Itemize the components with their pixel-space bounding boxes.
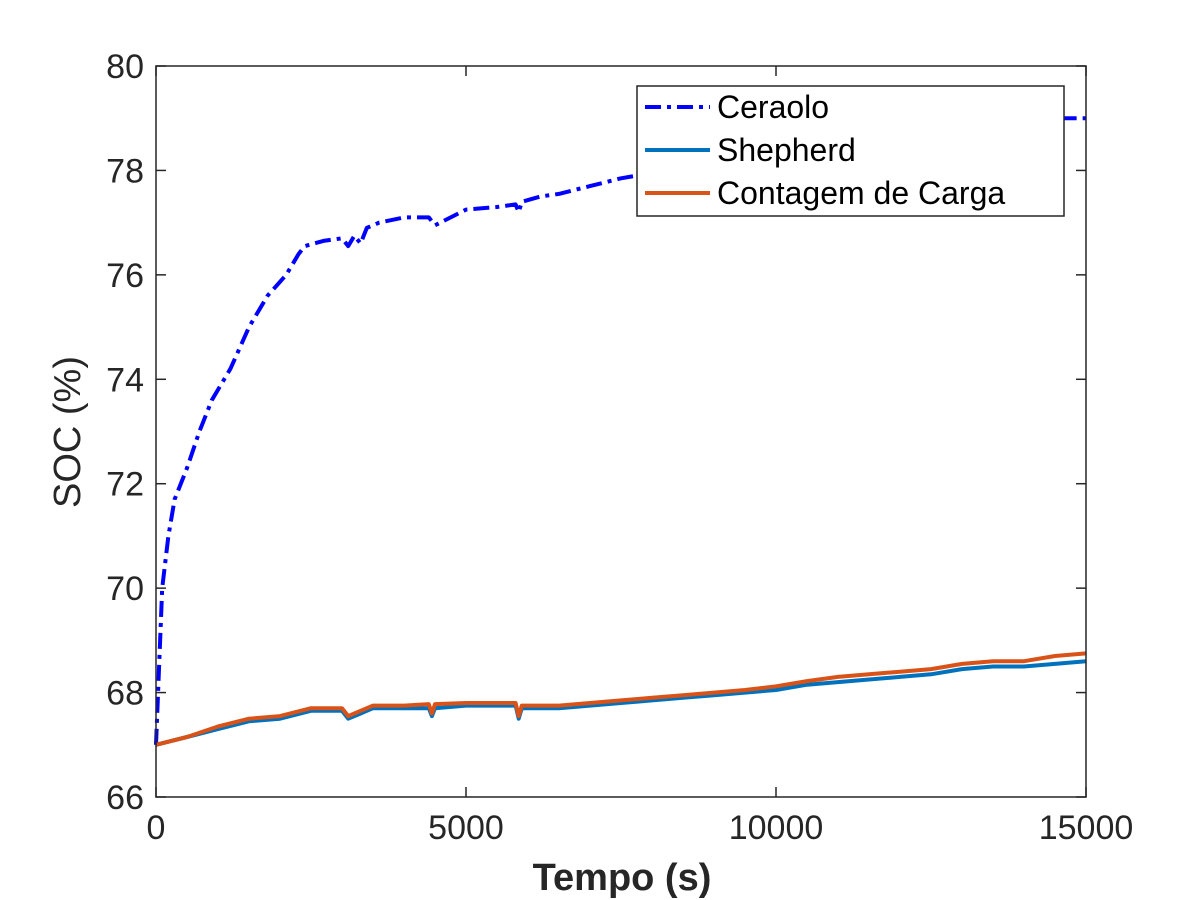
- x-tick-label: 5000: [428, 809, 504, 847]
- legend-label: Shepherd: [717, 132, 856, 168]
- x-axis-label: Tempo (s): [533, 857, 712, 899]
- y-tick-label: 68: [106, 675, 144, 713]
- legend-label: Contagem de Carga: [717, 175, 1005, 211]
- x-tick-label: 15000: [1039, 809, 1134, 847]
- legend: Ceraolo Shepherd Contagem de Carga: [636, 85, 1065, 217]
- series-line-2: [155, 651, 1087, 747]
- y-tick-label: 72: [106, 466, 144, 504]
- y-tick-label: 76: [106, 257, 144, 295]
- legend-label: Ceraolo: [717, 89, 829, 125]
- y-tick-label: 74: [106, 361, 144, 399]
- y-tick-label: 80: [106, 48, 144, 86]
- y-tick-label: 70: [106, 570, 144, 608]
- x-tick-label: 10000: [729, 809, 824, 847]
- y-axis-label: SOC (%): [47, 356, 89, 508]
- y-tick-label: 66: [106, 779, 144, 817]
- x-tick-label: 0: [147, 809, 166, 847]
- axes-layer: [155, 65, 1087, 798]
- ticks-layer: 0 5000 10000 15000 66 68 70 72 74 76 78 80: [106, 48, 1133, 847]
- y-tick-label: 78: [106, 152, 144, 190]
- axes-box: [155, 65, 1087, 798]
